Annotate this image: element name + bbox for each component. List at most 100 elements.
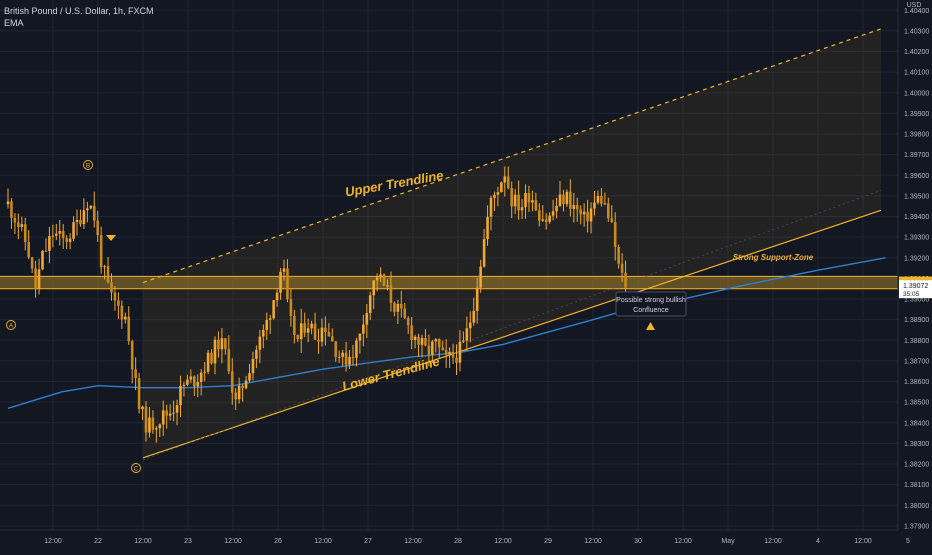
candle-body [23, 224, 27, 243]
candle-body [541, 219, 545, 221]
candle-body [434, 339, 438, 342]
confluence-callout-box[interactable] [615, 291, 687, 317]
candle-body [189, 376, 193, 380]
candle-body [148, 417, 151, 433]
candle-body [400, 303, 403, 309]
candle-body [258, 336, 262, 350]
candle-body [344, 352, 348, 365]
candle-body [451, 351, 455, 358]
wave-label-b-circle [83, 160, 93, 170]
candle-body [279, 271, 282, 293]
time-tick-label: 12:00 [404, 538, 422, 545]
candle-body [199, 372, 203, 382]
price-tick-label: 1.37900 [904, 523, 929, 530]
candle-body [251, 358, 255, 374]
candle-body [320, 327, 324, 342]
candle-body [620, 263, 624, 273]
price-tick-label: 1.38800 [904, 338, 929, 345]
candle-body [196, 381, 200, 387]
price-tick-label: 1.39900 [904, 111, 929, 118]
candle-body [48, 236, 51, 251]
candle-body [527, 192, 531, 203]
candle-body [306, 328, 310, 333]
candle-body [317, 339, 320, 342]
currency-label: USD [907, 2, 922, 9]
candle-body [489, 197, 493, 217]
candle-body [265, 319, 269, 331]
candle-body [589, 208, 593, 222]
lower-trendline[interactable] [142, 209, 882, 459]
candle-body [41, 250, 44, 270]
candle-body [469, 322, 472, 329]
candle-body [224, 338, 227, 350]
price-tick-label: 1.38300 [904, 441, 929, 448]
candle-body [562, 194, 565, 205]
candle-body [444, 350, 448, 355]
time-tick-label: 12:00 [314, 538, 332, 545]
wave-label-c: C [134, 466, 139, 473]
candle-body [513, 194, 517, 207]
candle-body [175, 405, 179, 413]
upper-trendline[interactable] [142, 28, 882, 284]
time-tick-label: 12:00 [134, 538, 152, 545]
candle-body [299, 323, 303, 340]
candle-body [324, 327, 327, 332]
candle-body [500, 182, 503, 193]
price-tick-label: 1.39000 [904, 297, 929, 304]
wave-label-a-circle [6, 320, 16, 330]
indicator-label-ema[interactable]: EMA [4, 18, 24, 28]
candle-body [482, 239, 486, 267]
candle-body [134, 369, 137, 379]
candle-body [17, 222, 20, 228]
candle-body [424, 337, 427, 346]
candle-body [355, 340, 358, 358]
candle-body [603, 203, 607, 205]
candle-body [372, 280, 375, 296]
candle-body [193, 376, 196, 387]
current-price-tag [899, 280, 932, 299]
candle-body [127, 316, 131, 342]
price-tick-label: 1.40100 [904, 70, 929, 77]
candle-body [68, 238, 72, 242]
candle-body [89, 205, 93, 209]
candle-body [82, 210, 86, 225]
candle-body [130, 341, 134, 370]
price-tick-label: 1.39700 [904, 152, 929, 159]
wave-label-b: B [86, 163, 90, 170]
price-axis-bg [898, 0, 932, 550]
candle-body [155, 428, 158, 430]
channel-fill [143, 28, 881, 458]
candle-body [79, 220, 82, 225]
candle-body [441, 347, 444, 351]
candle-body [220, 338, 224, 350]
candle-body [75, 220, 79, 223]
candle-body [368, 295, 372, 314]
time-tick-label: 26 [274, 538, 282, 545]
candle-body [496, 192, 500, 195]
candle-body [538, 210, 541, 221]
candle-body [255, 349, 258, 359]
support-zone-label: Strong Support-Zone [733, 253, 814, 262]
time-tick-label: 12:00 [674, 538, 692, 545]
candle-body [396, 303, 400, 312]
price-tick-label: 1.39200 [904, 255, 929, 262]
candle-body [86, 208, 89, 211]
candle-body [337, 356, 341, 358]
price-tick-label: 1.38500 [904, 400, 929, 407]
candle-body [51, 235, 55, 237]
time-tick-label: May [721, 538, 735, 545]
candle-body [531, 200, 534, 203]
price-tick-label: 1.40000 [904, 90, 929, 97]
candle-body [600, 196, 603, 204]
candle-body [327, 331, 331, 337]
price-tick-label: 1.40300 [904, 28, 929, 35]
support-zone-band [0, 276, 898, 289]
candle-body [27, 242, 30, 258]
candle-body [113, 292, 117, 301]
candle-body [313, 323, 317, 340]
candle-body [348, 356, 351, 365]
time-tick-label: 4 [816, 538, 820, 545]
time-tick-label: 27 [364, 538, 372, 545]
